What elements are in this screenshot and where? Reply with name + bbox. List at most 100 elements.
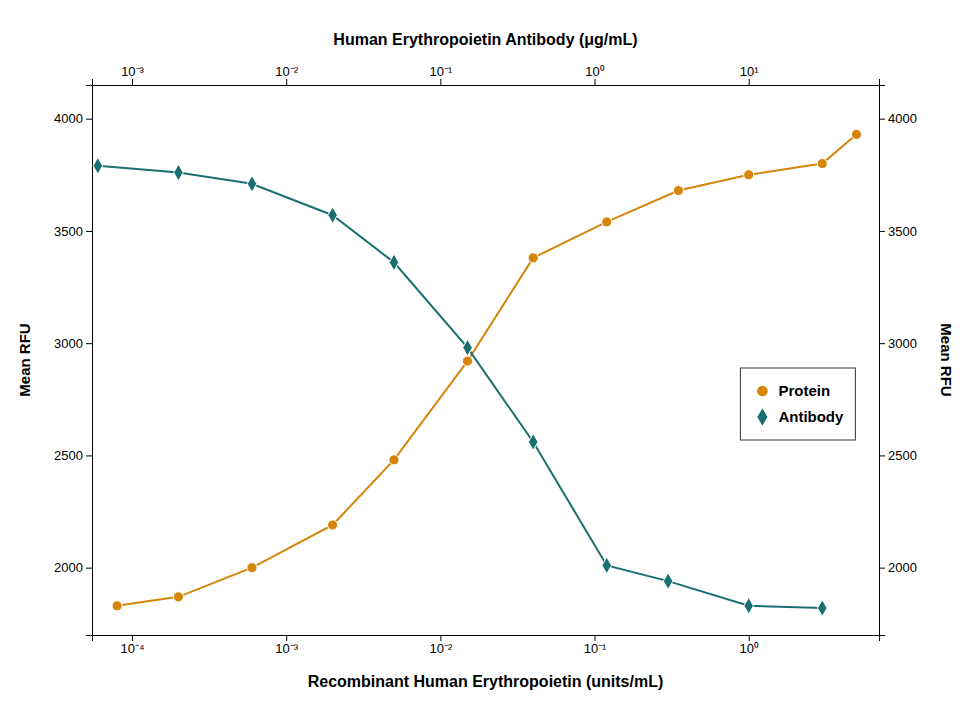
plot: 10⁻⁴ 10⁻³ 10⁻² 10⁻¹ 10⁰ 10⁻³ 10⁻² 10⁻¹ 10⁰ 10¹ 200… xyxy=(16,31,955,690)
tick-mark xyxy=(595,79,596,85)
marks xyxy=(93,129,861,616)
legend: Protein Antibody xyxy=(740,368,855,440)
tick: 3500 xyxy=(879,224,917,239)
tick-label: 3000 xyxy=(54,336,83,351)
point xyxy=(462,356,472,366)
tick-mark xyxy=(86,568,92,569)
tick-label: 3500 xyxy=(888,224,917,239)
tick-mark xyxy=(86,231,92,232)
tick-label: 10⁻² xyxy=(429,641,452,656)
legend-box xyxy=(740,368,855,440)
point xyxy=(173,592,183,602)
tick: 3000 xyxy=(879,336,917,351)
legend-marker xyxy=(757,386,768,397)
tick-label: 4000 xyxy=(54,111,83,126)
tick: 3500 xyxy=(54,224,92,239)
tick-mark xyxy=(879,455,885,456)
legend-label: Protein xyxy=(778,382,830,399)
tick-label: 10⁻⁴ xyxy=(121,641,145,656)
point xyxy=(663,573,673,590)
y2-axis: 2000 2500 3000 3500 4000 xyxy=(879,86,917,636)
y2-axis-title: Mean RFU xyxy=(938,323,955,396)
axis-line xyxy=(86,86,93,636)
axis-line xyxy=(880,86,886,636)
point xyxy=(389,455,399,465)
tick-label: 3500 xyxy=(54,224,83,239)
y-axis: 2000 2500 3000 3500 4000 xyxy=(54,86,92,636)
point xyxy=(817,159,827,169)
tick: 10⁻² xyxy=(429,635,452,656)
tick: 10⁰ xyxy=(739,635,758,656)
tick-label: 10⁰ xyxy=(585,64,604,79)
chart: 10⁻⁴ 10⁻³ 10⁻² 10⁻¹ 10⁰ 10⁻³ 10⁻² 10⁻¹ 10⁰ 10¹ 200… xyxy=(0,0,969,713)
tick-mark xyxy=(440,635,441,641)
tick: 10⁻¹ xyxy=(584,635,607,656)
tick-mark xyxy=(132,79,133,85)
point xyxy=(528,253,538,263)
point xyxy=(602,217,612,227)
tick-mark xyxy=(86,119,92,120)
tick: 10⁰ xyxy=(585,64,604,85)
tick-label: 10⁻³ xyxy=(275,641,298,656)
tick-mark xyxy=(749,79,750,85)
point xyxy=(817,600,827,617)
legend-label: Antibody xyxy=(778,408,844,425)
tick-label: 10⁰ xyxy=(739,641,758,656)
line xyxy=(98,166,822,608)
tick: 10¹ xyxy=(740,64,759,85)
tick-label: 10⁻¹ xyxy=(584,641,607,656)
point xyxy=(673,185,683,195)
tick-label: 2500 xyxy=(888,448,917,463)
x2-axis: 10⁻³ 10⁻² 10⁻¹ 10⁰ 10¹ xyxy=(93,64,880,86)
point xyxy=(463,339,473,356)
tick: 2000 xyxy=(879,560,917,575)
point xyxy=(744,170,754,180)
tick: 10⁻⁴ xyxy=(121,635,145,656)
tick-mark xyxy=(879,568,885,569)
point xyxy=(174,164,184,181)
x2-axis-title: Human Erythropoietin Antibody (μg/mL) xyxy=(333,31,637,48)
tick-mark xyxy=(879,231,885,232)
tick-mark xyxy=(440,79,441,85)
axis-line xyxy=(93,636,880,642)
tick-label: 10⁻³ xyxy=(121,64,144,79)
tick-mark xyxy=(749,635,750,641)
point xyxy=(247,175,257,192)
x-axis: 10⁻⁴ 10⁻³ 10⁻² 10⁻¹ 10⁰ xyxy=(93,635,880,656)
point xyxy=(389,254,399,271)
point xyxy=(328,520,338,530)
tick-label: 10¹ xyxy=(740,64,759,79)
point xyxy=(528,434,538,451)
tick-mark xyxy=(879,119,885,120)
tick: 2000 xyxy=(54,560,92,575)
tick: 2500 xyxy=(879,448,917,463)
tick-label: 2000 xyxy=(54,560,83,575)
point xyxy=(744,597,754,614)
tick-mark xyxy=(86,343,92,344)
tick-label: 2500 xyxy=(54,448,83,463)
tick-mark xyxy=(286,635,287,641)
x-axis-title: Recombinant Human Erythropoietin (units/… xyxy=(308,673,664,690)
tick: 4000 xyxy=(879,111,917,126)
tick: 10⁻³ xyxy=(121,64,144,85)
tick-mark xyxy=(86,455,92,456)
point xyxy=(602,557,612,574)
tick-mark xyxy=(132,635,133,641)
point xyxy=(328,207,338,224)
tick: 3000 xyxy=(54,336,92,351)
tick-label: 3000 xyxy=(888,336,917,351)
point xyxy=(247,563,257,573)
legend-item: Protein xyxy=(757,382,830,399)
point xyxy=(851,129,861,139)
tick: 2500 xyxy=(54,448,92,463)
tick-label: 2000 xyxy=(888,560,917,575)
tick-mark xyxy=(595,635,596,641)
tick: 10⁻¹ xyxy=(429,64,452,85)
tick-label: 10⁻² xyxy=(275,64,298,79)
legend-marker xyxy=(757,408,767,426)
line xyxy=(117,134,856,605)
tick-label: 10⁻¹ xyxy=(429,64,452,79)
tick: 10⁻² xyxy=(275,64,298,85)
tick-label: 4000 xyxy=(888,111,917,126)
tick-mark xyxy=(286,79,287,85)
